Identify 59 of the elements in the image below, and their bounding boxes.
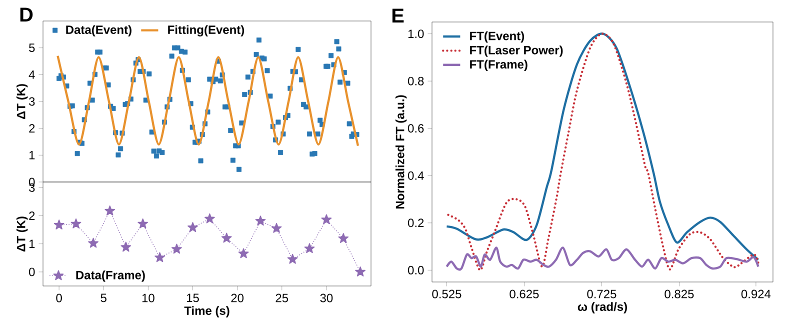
x-tick-label: 20 (231, 294, 244, 302)
x-axis-title: Time (s) (184, 306, 230, 318)
y-axis-title: ΔT (K) (16, 84, 28, 119)
x-tick-label: 30 (320, 294, 333, 302)
x-axis-title: ω (rad/s) (578, 302, 627, 314)
x-tick-label: 0.625 (510, 290, 539, 298)
x-tick-label: 5 (100, 294, 106, 302)
point (287, 254, 298, 264)
y-tick-label: 1 (29, 240, 35, 248)
point (154, 252, 165, 262)
y-tick-label: 2 (29, 124, 35, 133)
y-tick-label: 2 (29, 212, 35, 220)
y-tick-label: 4 (28, 70, 35, 79)
point (338, 233, 349, 243)
x-tick-label: 10 (142, 294, 154, 302)
legend-label: Data(Event) (66, 25, 132, 36)
point (271, 222, 282, 233)
y-tick-label: 0.2 (408, 218, 424, 228)
x-tick-label: 0.825 (664, 290, 694, 298)
legend-label: FT(Event) (470, 31, 524, 43)
y-axis-title: Normalized FT (a.u.) (395, 95, 407, 209)
y-tick-label: 1.0 (408, 30, 424, 38)
y-tick-label: 0.8 (408, 76, 424, 86)
point (321, 214, 332, 224)
y-tick-label: 3 (28, 97, 35, 106)
legend-label: FT(Laser Power) (470, 46, 563, 57)
y-tick-label: 1 (29, 151, 35, 160)
point (88, 238, 98, 248)
legend-label: FT(Frame) (470, 60, 528, 71)
point (188, 222, 198, 232)
y-axis-title: ΔT (K) (16, 216, 28, 252)
line-series (446, 246, 760, 271)
point (120, 242, 132, 252)
point (172, 244, 182, 254)
point (54, 220, 64, 230)
y-tick-label: 0.4 (408, 171, 424, 180)
point (204, 213, 215, 224)
point (355, 266, 366, 276)
y-tick-label: 5 (29, 44, 35, 52)
point (221, 232, 232, 243)
y-tick-label: 0 (29, 268, 35, 276)
x-tick-label: 0.924 (741, 290, 771, 298)
x-tick-label: 25 (276, 294, 288, 302)
point (238, 248, 249, 258)
x-tick-label: 15 (186, 294, 199, 302)
text: D (20, 8, 33, 22)
x-tick-label: 0.525 (432, 290, 462, 298)
point (138, 218, 148, 228)
text: E (392, 8, 404, 22)
x-tick-label: 0 (56, 294, 62, 302)
point (255, 216, 266, 226)
y-tick-label: 0.6 (408, 124, 424, 133)
y-tick-label: 0.0 (408, 266, 424, 274)
x-tick-label: 0.725 (587, 290, 616, 298)
legend-label: Fitting(Event) (168, 25, 244, 36)
point (304, 243, 315, 254)
point (70, 218, 82, 228)
point (104, 205, 116, 216)
legend-label: Data(Frame) (76, 270, 145, 282)
